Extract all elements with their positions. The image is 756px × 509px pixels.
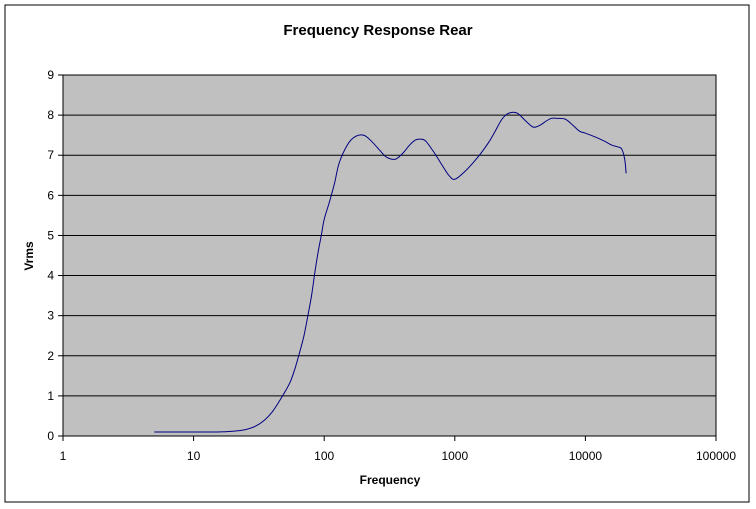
y-tick-label: 6 bbox=[47, 188, 54, 202]
axes bbox=[62, 75, 716, 437]
x-tick-label: 100 bbox=[314, 449, 334, 463]
y-tick-label: 7 bbox=[47, 148, 54, 162]
x-tick-label: 10 bbox=[187, 449, 201, 463]
x-tick-labels: 1 10 100 1000 10000 100000 bbox=[60, 436, 736, 463]
series-layer bbox=[154, 111, 627, 433]
y-axis-title: Vrms bbox=[22, 241, 36, 271]
x-tick-label: 10000 bbox=[569, 449, 603, 463]
x-tick-label: 1 bbox=[60, 449, 67, 463]
x-tick-label: 1000 bbox=[441, 449, 468, 463]
plot-area bbox=[62, 74, 717, 437]
y-tick-label: 4 bbox=[47, 269, 54, 283]
chart-title: Frequency Response Rear bbox=[283, 22, 472, 39]
y-tick-labels: 0 1 2 3 4 5 6 7 8 9 bbox=[47, 68, 63, 443]
y-tick-label: 8 bbox=[47, 108, 54, 122]
y-tick-label: 9 bbox=[47, 68, 54, 82]
y-tick-label: 1 bbox=[47, 389, 54, 403]
y-tick-label: 0 bbox=[47, 429, 54, 443]
series-line bbox=[154, 111, 627, 433]
y-tick-label: 3 bbox=[47, 309, 54, 323]
x-tick-label: 100000 bbox=[696, 449, 736, 463]
x-axis-title: Frequency bbox=[360, 473, 421, 487]
y-tick-label: 2 bbox=[47, 349, 54, 363]
y-tick-label: 5 bbox=[47, 228, 54, 242]
gridlines bbox=[63, 74, 716, 397]
